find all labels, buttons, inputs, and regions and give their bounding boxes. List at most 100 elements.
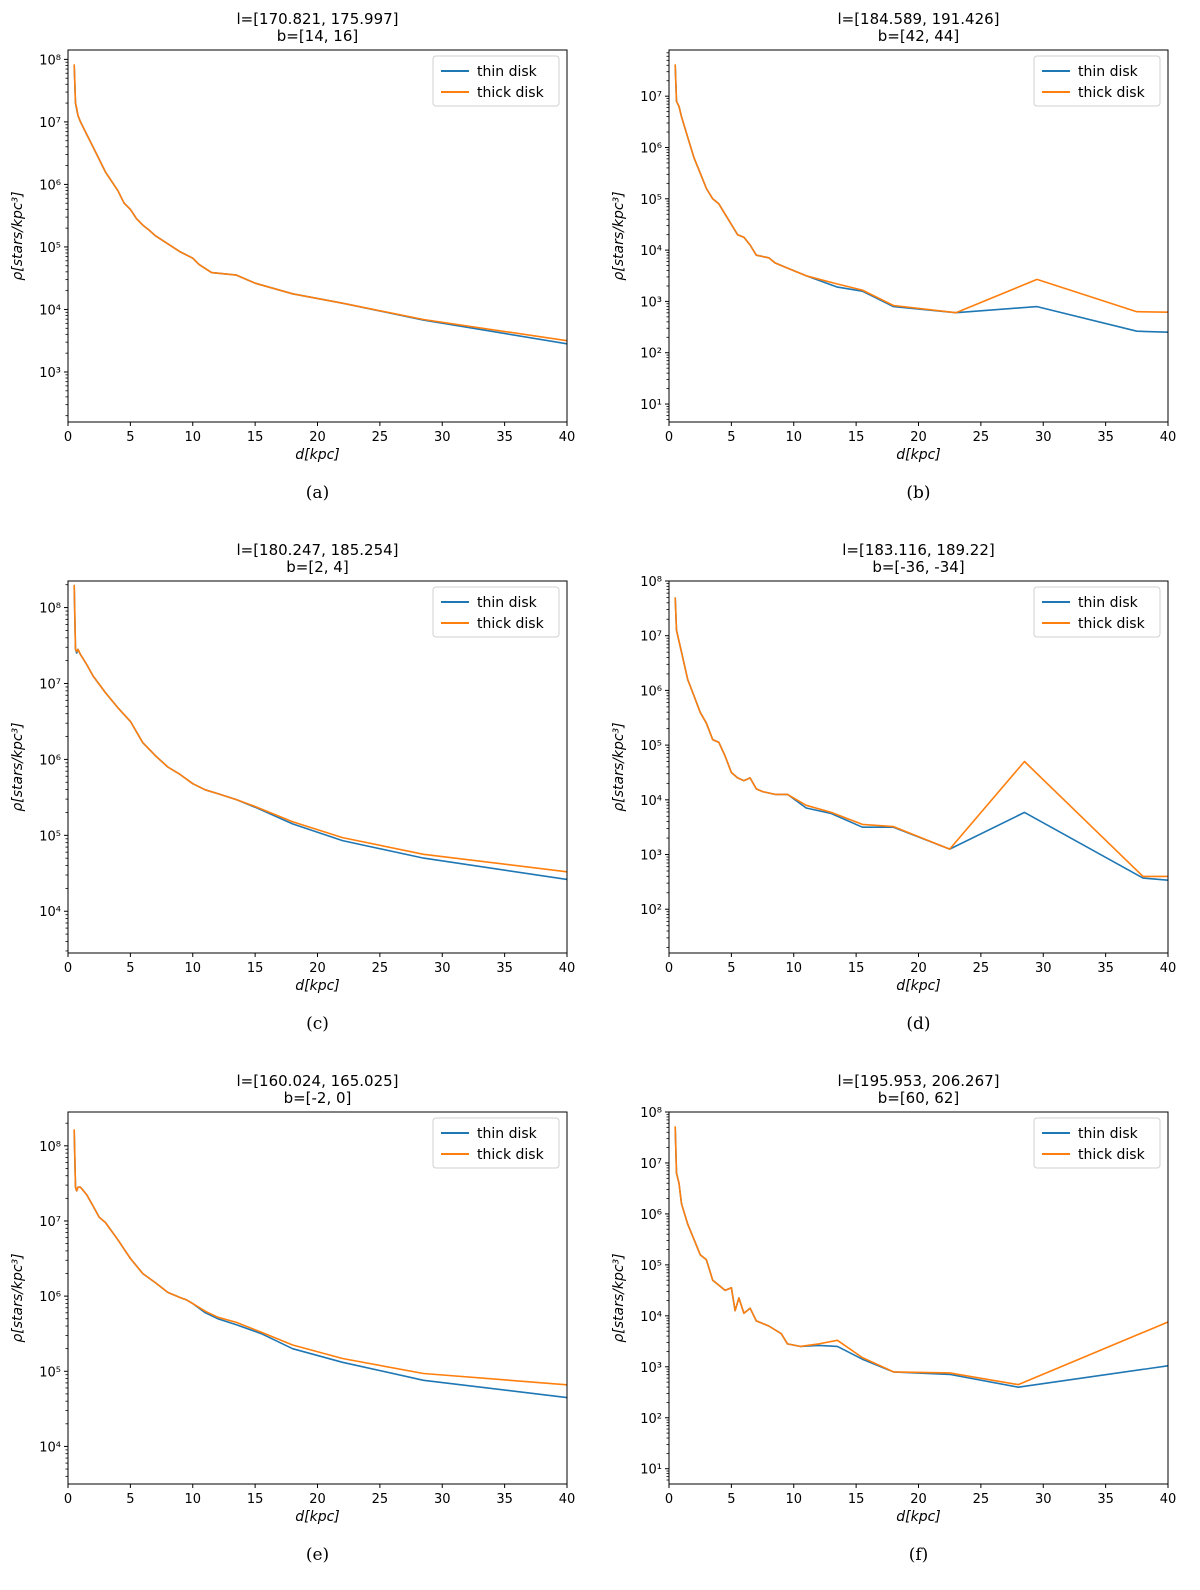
chart-title-line-2: b=[-36, -34] xyxy=(872,558,964,576)
x-axis-label: d[kpc] xyxy=(295,978,340,994)
x-tick-label: 40 xyxy=(1160,430,1177,445)
x-tick-label: 25 xyxy=(973,961,990,976)
y-tick-label: 10⁷ xyxy=(640,1157,662,1172)
x-tick-label: 30 xyxy=(1035,961,1052,976)
x-tick-label: 20 xyxy=(309,961,326,976)
panel-caption: (b) xyxy=(906,483,930,503)
legend-box xyxy=(432,55,560,107)
x-tick-label: 35 xyxy=(496,1492,513,1507)
x-tick-label: 30 xyxy=(434,1492,451,1507)
y-tick-label: 10⁵ xyxy=(640,1259,662,1274)
y-tick-label: 10² xyxy=(640,903,662,918)
x-tick-label: 35 xyxy=(1097,1492,1114,1507)
y-axis-label: ρ[stars/kpc³] xyxy=(10,191,26,280)
legend-entry: thin disk xyxy=(477,1126,538,1142)
y-tick-label: 10³ xyxy=(640,295,662,310)
chart-panel-f: l=[195.953, 206.267]b=[60, 62] 0 5 10 15 20 25… xyxy=(611,1072,1176,1565)
y-tick-label: 10³ xyxy=(640,1361,662,1376)
y-tick-label: 10² xyxy=(640,347,662,362)
y-tick-label: 10⁵ xyxy=(39,829,61,844)
x-tick-label: 5 xyxy=(727,961,735,976)
x-tick-label: 35 xyxy=(1097,430,1114,445)
y-tick-label: 10⁷ xyxy=(640,630,662,645)
y-tick-label: 10⁸ xyxy=(640,575,662,590)
y-tick-label: 10⁷ xyxy=(39,116,61,131)
chart-title-line-2: b=[42, 44] xyxy=(878,27,960,45)
legend: thin disk thick disk xyxy=(1033,586,1161,638)
y-tick-label: 10⁵ xyxy=(640,739,662,754)
x-tick-label: 40 xyxy=(1160,1492,1177,1507)
x-tick-label: 5 xyxy=(126,961,134,976)
y-tick-label: 10¹ xyxy=(640,398,662,413)
y-tick-label: 10⁵ xyxy=(39,241,61,256)
legend: thin disk thick disk xyxy=(1033,55,1161,107)
x-tick-label: 10 xyxy=(184,961,201,976)
chart-panel-b: l=[184.589, 191.426]b=[42, 44] 0 5 10 15 20 25… xyxy=(611,10,1176,503)
y-tick-label: 10⁴ xyxy=(39,905,61,920)
legend-box xyxy=(432,1117,560,1169)
y-axis-label: ρ[stars/kpc³] xyxy=(611,1253,627,1342)
chart-panel-c: l=[180.247, 185.254]b=[2, 4] 0 5 10 15 20 25 30… xyxy=(10,541,575,1034)
y-tick-label: 10⁷ xyxy=(640,90,662,105)
x-tick-label: 25 xyxy=(973,430,990,445)
chart-title-line-1: l=[184.589, 191.426] xyxy=(837,10,999,28)
x-tick-label: 30 xyxy=(434,961,451,976)
x-tick-label: 0 xyxy=(665,430,673,445)
legend-entry: thick disk xyxy=(1078,616,1146,632)
x-tick-label: 20 xyxy=(309,1492,326,1507)
x-tick-label: 40 xyxy=(559,430,576,445)
y-tick-label: 10³ xyxy=(39,366,61,381)
y-tick-label: 10⁸ xyxy=(640,1106,662,1121)
x-axis-label: d[kpc] xyxy=(896,447,941,463)
legend: thin disk thick disk xyxy=(432,1117,560,1169)
x-tick-label: 5 xyxy=(727,1492,735,1507)
series-line-thin-disk xyxy=(73,1130,567,1399)
y-tick-label: 10⁶ xyxy=(39,753,61,768)
chart-panel-a: l=[170.821, 175.997]b=[14, 16] 0 5 10 15 20 25… xyxy=(10,10,575,503)
series-line-thick-disk xyxy=(674,64,1168,314)
panel-caption: (d) xyxy=(906,1014,930,1034)
y-tick-label: 10⁴ xyxy=(39,303,61,318)
legend-entry: thin disk xyxy=(1078,1126,1139,1142)
y-tick-label: 10⁶ xyxy=(640,684,662,699)
series-line-thick-disk xyxy=(73,1129,567,1386)
legend: thin disk thick disk xyxy=(432,586,560,638)
x-tick-label: 25 xyxy=(372,1492,389,1507)
x-tick-label: 15 xyxy=(247,1492,264,1507)
chart-title-line-1: l=[180.247, 185.254] xyxy=(236,541,398,559)
x-tick-label: 10 xyxy=(184,430,201,445)
y-tick-label: 10⁷ xyxy=(39,677,61,692)
y-tick-label: 10⁵ xyxy=(39,1365,61,1380)
x-tick-label: 40 xyxy=(559,961,576,976)
x-axis-label: d[kpc] xyxy=(295,447,340,463)
y-tick-label: 10⁴ xyxy=(640,794,662,809)
chart-title-line-1: l=[183.116, 189.22] xyxy=(842,541,995,559)
x-tick-label: 0 xyxy=(665,961,673,976)
legend-box xyxy=(432,586,560,638)
legend-entry: thick disk xyxy=(1078,1147,1146,1163)
x-tick-label: 25 xyxy=(372,961,389,976)
panel-caption: (e) xyxy=(306,1545,329,1565)
legend: thin disk thick disk xyxy=(432,55,560,107)
legend-entry: thick disk xyxy=(1078,85,1146,101)
chart-title-line-1: l=[170.821, 175.997] xyxy=(236,10,398,28)
legend-box xyxy=(1033,55,1161,107)
x-tick-label: 40 xyxy=(559,1492,576,1507)
y-axis-label: ρ[stars/kpc³] xyxy=(611,722,627,811)
chart-panel-e: l=[160.024, 165.025]b=[-2, 0] 0 5 10 15 20 25 3… xyxy=(10,1072,575,1565)
x-tick-label: 20 xyxy=(309,430,326,445)
x-tick-label: 30 xyxy=(1035,430,1052,445)
chart-title-line-2: b=[60, 62] xyxy=(878,1089,960,1107)
y-tick-label: 10¹ xyxy=(640,1463,662,1478)
series-line-thick-disk xyxy=(674,1126,1168,1386)
legend-entry: thin disk xyxy=(477,595,538,611)
x-tick-label: 10 xyxy=(184,1492,201,1507)
x-tick-label: 20 xyxy=(910,430,927,445)
x-tick-label: 25 xyxy=(973,1492,990,1507)
panel-caption: (c) xyxy=(306,1014,329,1034)
x-axis-label: d[kpc] xyxy=(896,1509,941,1525)
x-tick-label: 10 xyxy=(785,961,802,976)
x-tick-label: 0 xyxy=(64,961,72,976)
chart-title-line-1: l=[160.024, 165.025] xyxy=(236,1072,398,1090)
